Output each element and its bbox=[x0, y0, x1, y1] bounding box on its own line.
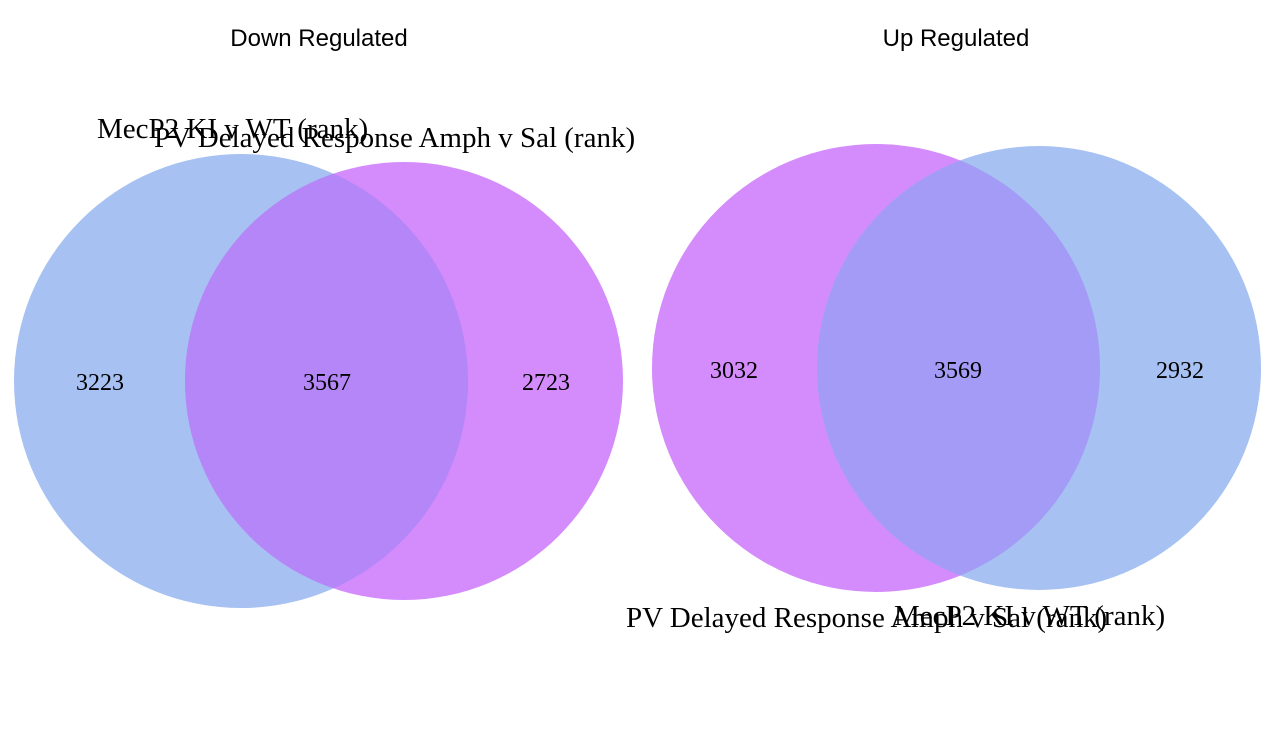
down-count-mecp2-only: 3223 bbox=[76, 370, 124, 396]
down-count-pv-only: 2723 bbox=[522, 370, 570, 396]
up-regulated-title: Up Regulated bbox=[883, 25, 1030, 52]
up-regulated-panel: Up Regulated PV Delayed Response Amph v … bbox=[626, 25, 1261, 634]
up-count-pv-only: 3032 bbox=[710, 358, 758, 384]
down-regulated-title: Down Regulated bbox=[230, 25, 407, 52]
down-set-label-mecp2: MecP2 KI v WT (rank) bbox=[97, 113, 368, 145]
up-count-both: 3569 bbox=[934, 358, 982, 384]
up-set-label-mecp2: MecP2 KI v WT (rank) bbox=[894, 600, 1165, 632]
up-set-label-pv: PV Delayed Response Amph v Sal (rank) bbox=[626, 602, 1107, 634]
up-count-mecp2-only: 2932 bbox=[1156, 358, 1204, 384]
down-regulated-panel: Down Regulated MecP2 KI v WT (rank) PV D… bbox=[14, 25, 635, 608]
down-overlap-region bbox=[185, 162, 468, 600]
up-overlap-region bbox=[817, 146, 1100, 590]
down-set-label-pv: PV Delayed Response Amph v Sal (rank) bbox=[154, 122, 635, 154]
down-count-both: 3567 bbox=[303, 370, 351, 396]
